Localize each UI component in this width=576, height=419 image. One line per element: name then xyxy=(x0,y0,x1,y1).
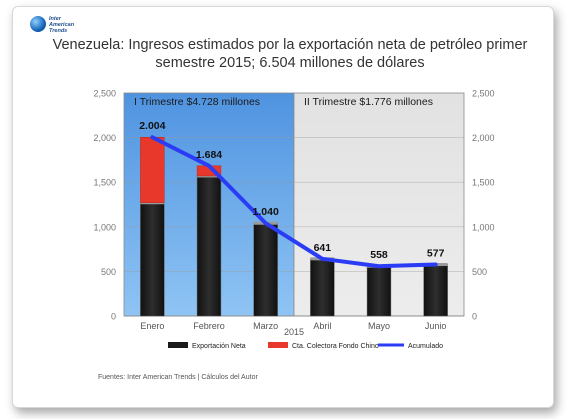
logo-text: Inter American Trends xyxy=(49,16,75,34)
bar-exportacion-neta xyxy=(310,258,335,317)
x-tick-label: Febrero xyxy=(193,321,225,331)
y-tick-label-right: 2,500 xyxy=(472,89,495,99)
legend-swatch xyxy=(168,342,188,348)
bar-exportacion-neta xyxy=(196,175,222,317)
bar-exportacion-neta xyxy=(423,264,448,317)
y-tick-label-right: 2,000 xyxy=(472,133,495,143)
chart-title: Venezuela: Ingresos estimados por la exp… xyxy=(52,37,528,71)
line-acumulado xyxy=(150,135,438,269)
y-tick-label-right: 1,500 xyxy=(472,178,495,188)
x-tick-label: Marzo xyxy=(253,321,278,331)
x-tick-label: Abril xyxy=(313,321,331,331)
legend-label: Exportación Neta xyxy=(192,343,246,350)
y-tick-label-left: 2,000 xyxy=(93,133,116,143)
y-tick-label-left: 1,000 xyxy=(93,222,116,232)
quarter-region-label-1: I Trimestre $4.728 millones xyxy=(134,96,260,108)
x-tick-label: Enero xyxy=(140,321,164,331)
y-tick-label-left: 500 xyxy=(101,267,116,277)
y-tick-label-right: 500 xyxy=(472,267,487,277)
bar-exportacion-neta xyxy=(140,202,165,317)
y-tick-label-left: 1,500 xyxy=(93,178,116,188)
data-label: 641 xyxy=(314,242,332,254)
x-tick-label: Mayo xyxy=(368,321,390,331)
y-tick-label-left: 0 xyxy=(111,312,116,322)
source-note: Fuentes: Inter American Trends | Cálculo… xyxy=(98,374,258,381)
legend-label: Cta. Colectora Fondo Chino xyxy=(292,343,379,350)
x-tick-label: Junio xyxy=(425,321,447,331)
y-tick-label-left: 2,500 xyxy=(93,89,116,99)
bar-exportacion-neta xyxy=(253,222,278,317)
y-tick-label-right: 0 xyxy=(472,312,477,322)
legend-label: Acumulado xyxy=(408,343,443,350)
data-label: 1.040 xyxy=(253,206,279,218)
data-label: 2.004 xyxy=(139,120,165,132)
legend-swatch xyxy=(268,342,288,348)
bar-fondo-chino xyxy=(140,136,165,203)
globe-icon xyxy=(30,16,46,32)
data-label: 577 xyxy=(427,248,445,260)
quarter-region-label-2: II Trimestre $1.776 millones xyxy=(304,96,433,108)
y-tick-label-right: 1,000 xyxy=(472,222,495,232)
x-axis-label: 2015 xyxy=(284,327,304,337)
data-label: 558 xyxy=(370,249,388,261)
inter-american-trends-logo: Inter American Trends xyxy=(30,16,150,50)
bar-exportacion-neta xyxy=(366,265,392,317)
data-label: 1.684 xyxy=(196,149,222,161)
